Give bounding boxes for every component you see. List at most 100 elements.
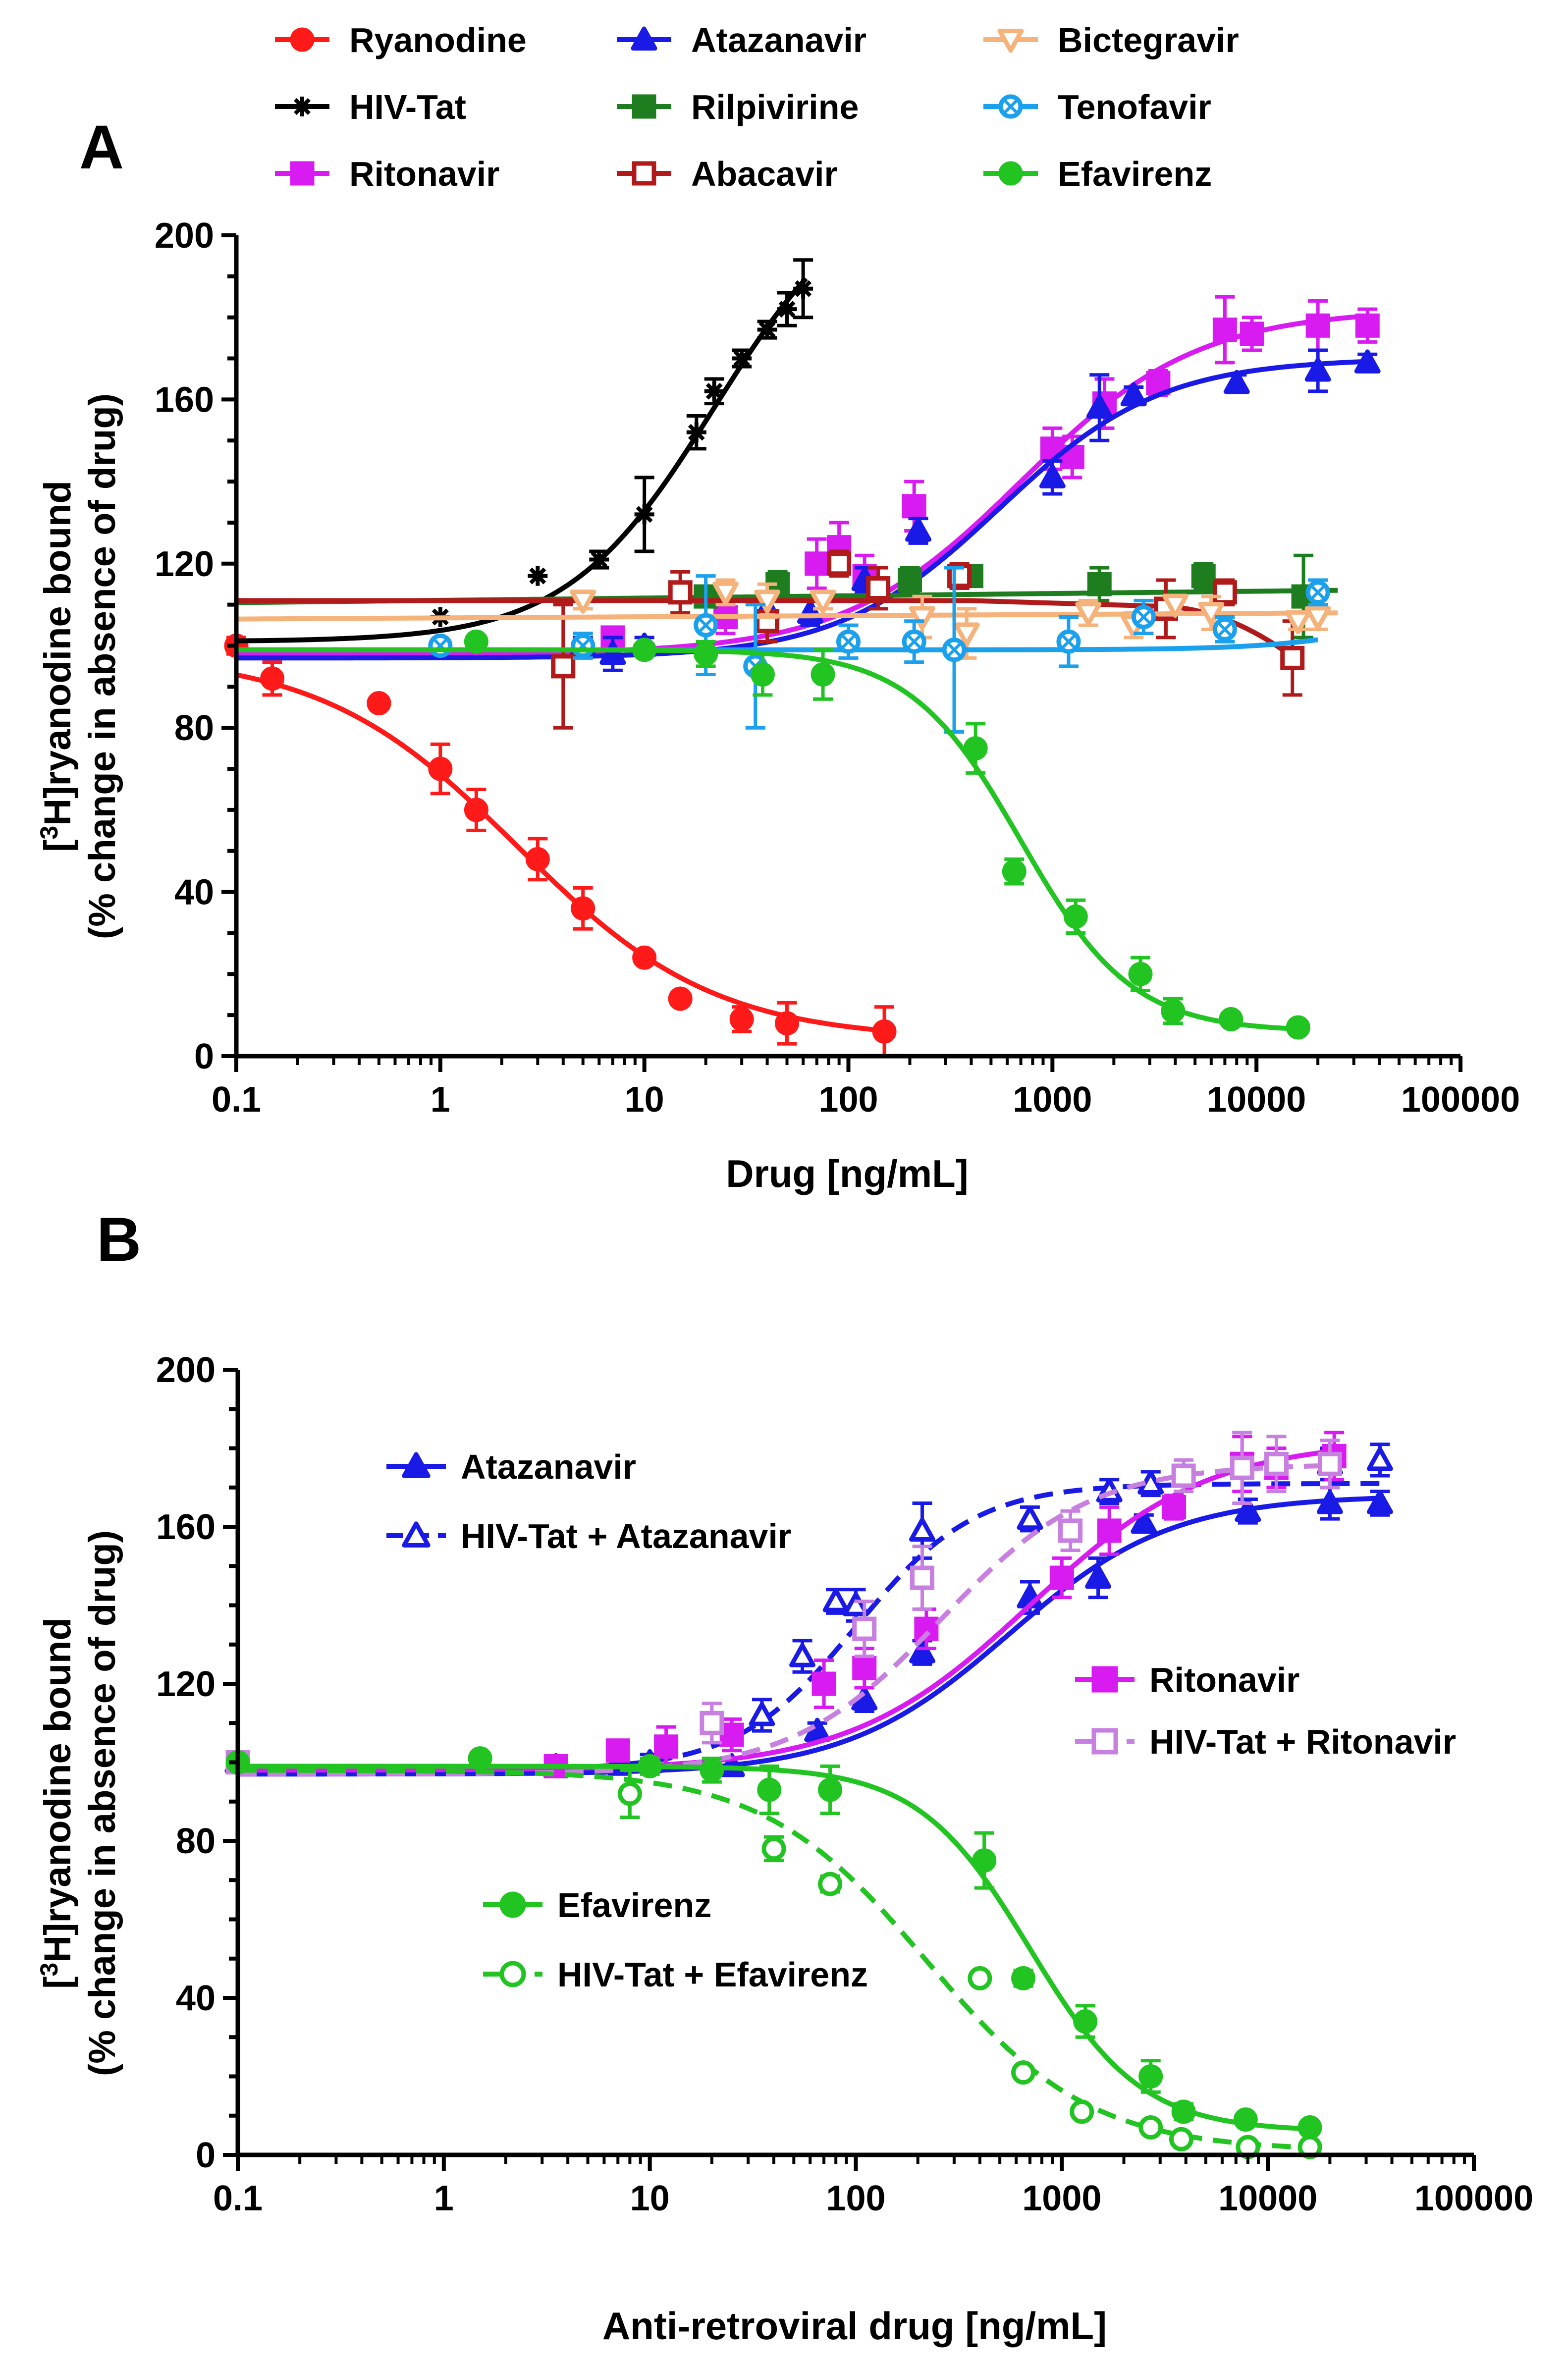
chart-a-series-efavirenz-point [811,662,835,687]
chart-b-y-tick-label: 160 [156,1507,216,1547]
chart-a-series-atazanavir-point [1304,357,1331,382]
chart-b-series-hiv-tat-efavirenz-point [968,1966,992,1990]
chart-a-x-tick-label: 100 [818,1080,878,1120]
chart-a-series-hiv-tat-point [686,422,706,442]
chart-a-legend-label: Ritonavir [349,155,499,193]
chart-a-series-ryanodine-fit-line [235,672,885,1033]
chart-a-series-abacavir-point [1280,645,1305,670]
chart-a-ylabel: [3H]ryanodine bound [35,481,79,852]
chart-b-ylabel: [3H]ryanodine bound [35,1617,79,1989]
chart-b-series-efavirenz [225,1746,1322,2140]
chart-a-legend-marker [290,161,315,186]
chart-b-legend-marker [499,1961,526,1987]
chart-b-axes: 0 40 80 120 160 200 0.1 1 10 100 1000 10000 100000 [156,1350,1533,2218]
chart-b-series-hiv-tat-ritonavir-fit-line [238,1463,1335,1777]
chart-panel-b: Atazanavir HIV-Tat + Atazanavir Ritonavir H… [35,1350,1533,2348]
chart-a-series-hiv-tat-point [634,504,654,525]
chart-b-series-hiv-tat-ritonavir-point [1230,1455,1254,1480]
chart-b-series-hiv-tat-efavirenz-point [1011,2060,1036,2085]
chart-a-series-bictegravir-point [1198,602,1225,626]
chart-a-series-tenofavir-point-cross [1136,609,1151,625]
chart-b-series-efavirenz-point [1233,2107,1258,2132]
chart-a-plot-area [224,258,1381,1058]
chart-b-legend-label: Ritonavir [1149,1661,1299,1699]
chart-a-legend-marker-cross [1003,99,1019,114]
chart-a-legend-marker [998,161,1023,186]
chart-a-series-hiv-tat-point [589,549,609,570]
panel-label-a: A [79,113,124,182]
chart-a-series-atazanavir-point [1086,394,1113,419]
chart-b-series-atazanavir-point [1131,1509,1157,1534]
chart-b-series-hiv-tat-ritonavir-point [1317,1451,1342,1476]
chart-b-series-hiv-tat-ritonavir-point [700,1711,724,1735]
chart-a-y-tick-label: 120 [155,544,214,584]
chart-a-series-ryanodine-point [775,1011,800,1036]
chart-a-legend-item: Rilpivirine [617,88,859,126]
chart-a-series-tenofavir-point-cross [1061,634,1077,649]
chart-b-series-ritonavir-point [654,1734,679,1759]
chart-b-xlabel: Anti-retroviral drug [ng/mL] [602,2304,1107,2348]
chart-b-series-hiv-tat-atazanavir-point [749,1702,775,1726]
chart-a-x-tick-label: 0.1 [212,1080,261,1120]
chart-a-series-ryanodine-point [428,756,453,781]
chart-a-series-rilpivirine-point [897,568,922,592]
chart-panel-a: Ryanodine Atazanavir Bictegravir HIV-Tat Ril… [35,21,1520,1195]
chart-a-legend-marker [290,27,315,52]
chart-a-ylabel-line2: (% change in absence of drug) [81,393,123,939]
chart-a-series-hiv-tat-point [528,566,548,586]
chart-b-series-hiv-tat-atazanavir-point [843,1592,869,1616]
chart-b-series-ritonavir-point [1049,1565,1074,1590]
chart-a-legend-label: Abacavir [691,155,838,193]
chart-b-series-ritonavir-point [605,1738,630,1763]
chart-a-xlabel: Drug [ng/mL] [726,1152,969,1195]
chart-a-x-tick-label: 1 [431,1080,450,1120]
chart-b-series-atazanavir-point [1366,1490,1393,1514]
chart-b-legend-label: HIV-Tat + Efavirenz [557,1955,868,1994]
chart-a-series-hiv-tat-point [777,299,797,320]
chart-b-plot-area [224,1431,1393,2159]
chart-b-legend-marker [402,1521,431,1548]
panel-label-b: B [97,1205,141,1274]
chart-a-legend-item: Ryanodine [275,21,527,59]
chart-a-y-tick-label: 160 [155,380,214,420]
chart-a-series-tenofavir-point [942,638,967,662]
chart-b-series-hiv-tat-ritonavir-point [852,1616,877,1641]
chart-a-series-tenofavir-point [836,629,861,654]
chart-b-x-tick-label: 10 [630,2179,670,2218]
chart-b-series-efavirenz-point [468,1746,492,1771]
chart-a-legend-marker [998,94,1023,119]
chart-a-series-efavirenz-point [1128,962,1153,986]
chart-a-series-tenofavir-point [1131,605,1156,630]
chart-b-y-tick-label: 40 [176,1979,216,2018]
chart-b-series-atazanavir-point [1235,1498,1261,1522]
chart-a-series-efavirenz-point [694,642,718,666]
chart-b-legend-label: Efavirenz [557,1886,711,1925]
chart-a-series-bictegravir-point [712,581,739,606]
chart-a-series-rilpivirine-point [1191,564,1216,589]
chart-b-legend-item: HIV-Tat + Ritonavir [1075,1722,1456,1761]
chart-a-series-atazanavir-point [1223,370,1250,394]
chart-a-series-abacavir-point [551,654,576,679]
chart-a-y-tick-label: 80 [174,708,214,748]
chart-b-series-efavirenz-point [1171,2099,1196,2124]
chart-a-series-hiv-tat-point [757,320,777,340]
chart-b-y-tick-label: 120 [156,1664,216,1704]
chart-a-series-tenofavir-point-cross [1217,622,1233,637]
chart-a-legend-marker [632,94,656,119]
chart-a-series-efavirenz-point [464,629,488,654]
chart-a-series-hiv-tat-fit-line [236,276,808,643]
chart-b-series-hiv-tat-ritonavir [225,1431,1342,1777]
chart-a-series-abacavir-point [866,576,891,601]
chart-a-series-bictegravir-point [754,590,781,614]
chart-a-series-atazanavir-point [1039,464,1066,488]
chart-a-series-efavirenz-point [1063,904,1088,929]
chart-a-legend-marker [997,28,1024,53]
chart-a-series-ritonavir-point [1305,313,1330,338]
chart-a-y-tick-label: 0 [194,1037,214,1076]
chart-b-series-ritonavir-point [719,1722,744,1747]
chart-b-series-hiv-tat-efavirenz-fit-line [238,1768,1310,2150]
chart-b-y-tick-label: 200 [156,1350,216,1390]
chart-a-series-tenofavir-point-cross [698,617,713,633]
chart-a-y-tick-label: 40 [174,873,214,912]
